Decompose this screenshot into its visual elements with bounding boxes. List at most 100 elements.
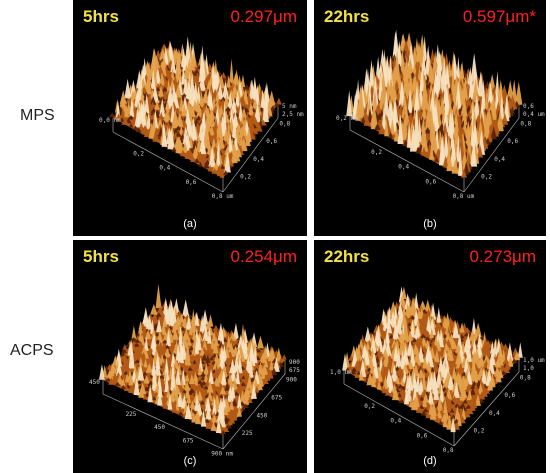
surface-spike [418,49,424,68]
axis-tick-label: 225 [126,411,137,418]
axis-tick-label: 0,2 [364,403,375,410]
surface-spike [482,339,489,351]
surface-spike [406,121,412,148]
surface-spike [142,371,148,376]
surface-spike [233,353,240,372]
surface-spike [270,367,278,376]
surface-spike [121,348,127,354]
surface-spike [143,91,149,97]
surface-spike [192,139,198,150]
surface-spike [215,417,222,434]
surface-spike [382,375,389,390]
axis-right [453,371,520,447]
axis-tick-label: 0,2 [133,150,144,157]
surface-spike [501,112,509,125]
surface-spike [390,118,395,135]
surface-spike [166,329,172,347]
surface-spike [174,70,181,83]
axis-tick-label: 1,0 [523,365,534,372]
surface-spike [112,375,119,382]
surface-spike [171,321,177,333]
surface-spike [145,80,152,95]
surface-spike [191,89,198,107]
surface-spike [128,338,135,369]
surface-spike [157,390,163,406]
surface-spike [157,82,164,89]
surface-spike [459,385,466,401]
axis-right [222,373,286,450]
surface-spike [356,370,361,375]
surface-spike [365,340,371,350]
axis-tick-label: 0,4 [253,156,264,163]
surface-spike [159,316,165,323]
surface-spike [397,384,404,389]
surface-spike [129,96,135,117]
axis-tick-label: 0,2 [481,173,492,180]
surface-spike [225,399,231,412]
surface-spike [150,69,156,89]
surface-spike [502,356,510,365]
surface-spike [154,100,160,110]
surface-spike [469,399,476,411]
surface-spike [449,338,458,350]
surface-spike [218,394,224,398]
surface-spike [240,381,246,387]
surface-ticks: 0,20,40,60,8 um0,20,40,60,80,60,4 um0,2 … [336,103,545,200]
surface-spike [275,347,282,362]
surface-spike [229,399,235,410]
surface-spike [213,324,219,331]
surface-spike [389,301,397,314]
surface-spike [449,408,455,413]
surface-spike [388,130,393,138]
surface-spike [116,374,124,385]
surface-spike [138,320,143,334]
surface-spike [138,122,144,130]
surface-spike [429,104,435,145]
surface-spike [120,371,126,378]
surface-spike [501,348,506,363]
surface-spike [115,113,123,121]
surface-spike [376,379,382,390]
surface-spike [146,110,152,130]
surface-spike [257,380,263,391]
axis-tick-label: 900 nm [211,450,233,457]
surface-spike [137,363,145,381]
surface-spike [184,107,192,128]
surface-spike [133,377,140,396]
surface-spike [413,323,422,340]
surface-spike [202,337,208,351]
surface-spike [184,131,192,151]
surface-spike [507,354,514,367]
afm-panel-c: 225 450 675 900 nm 225 450 675 900 900 675 450 5hr… [73,240,307,473]
axis-tick-label: 675 [183,437,194,444]
surface-spike [231,398,238,407]
surface-spike [192,144,200,159]
surface-spike [458,145,463,176]
surface-spike [424,299,431,312]
surface-spike [466,389,473,401]
surface-spike [234,90,241,108]
surface-spike [128,122,134,128]
surface-spike [232,322,239,340]
surface-spike [245,355,252,374]
surface-spike [450,416,456,433]
surface-spike [215,385,221,392]
surface-spike [424,108,432,130]
surface-spikes [98,283,287,435]
surface-spike [442,155,449,168]
surface-spike [207,314,214,327]
surface-spike [244,113,250,121]
surface-spike [506,79,514,100]
surface-spike [391,53,398,62]
surface-spike [255,122,263,132]
surface-spike [167,393,173,410]
surface-spike [202,325,210,341]
surface-spike [174,367,181,385]
roughness-label-c: 0.254μm [230,247,298,266]
surface-spike [241,375,246,380]
surface-spike [276,97,282,105]
surface-spike [189,392,197,400]
surface-spike [410,396,419,411]
surface-spike [169,345,176,352]
surface-spike [256,335,265,349]
